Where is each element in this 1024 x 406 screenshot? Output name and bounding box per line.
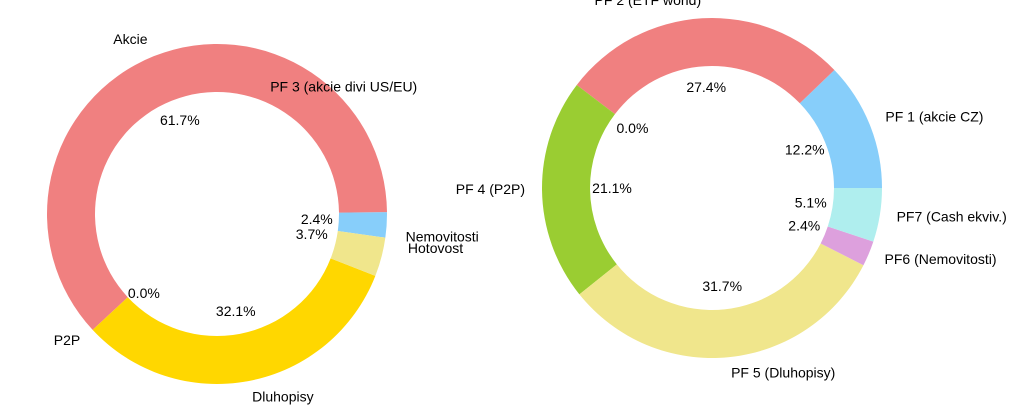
slice-label-pf-2-etf-world-1: PF 2 (ETF world) bbox=[595, 0, 702, 8]
slice-percent-akcie-1: 61.7% bbox=[160, 112, 200, 128]
slice-label-dluhopisy-3: Dluhopisy bbox=[252, 388, 313, 404]
slice-percent-pf-5-dluhopisy-4: 31.7% bbox=[702, 278, 742, 294]
slice-label-pf7-cash-ekviv-6: PF7 (Cash ekviv.) bbox=[897, 209, 1007, 225]
slice-percent-pf-2-etf-world-1: 27.4% bbox=[686, 79, 726, 95]
slice-label-hotovost-4: Hotovost bbox=[408, 240, 463, 256]
slice-label-akcie-1: Akcie bbox=[113, 31, 147, 47]
slice-label-pf-5-dluhopisy-4: PF 5 (Dluhopisy) bbox=[731, 365, 835, 381]
slice-percent-pf6-nemovitosti-5: 2.4% bbox=[788, 217, 820, 233]
slice-pf-2-etf-world-1 bbox=[576, 18, 835, 115]
slice-pf-5-dluhopisy-4 bbox=[579, 243, 864, 358]
donut-chart-asset-classes: Nemovitosti 2.4% Akcie 61.7% P2P 0.0% Dluhopis… bbox=[46, 31, 479, 404]
slice-percent-p2p-2: 0.0% bbox=[128, 285, 160, 301]
slice-hotovost-4 bbox=[330, 230, 386, 276]
slice-percent-pf-3-akcie-divi-us-eu-2: 0.0% bbox=[616, 120, 648, 136]
slice-pf-4-p2p-3 bbox=[542, 84, 617, 295]
slice-label-pf-3-akcie-divi-us-eu-2: PF 3 (akcie divi US/EU) bbox=[270, 78, 417, 94]
slice-pf6-nemovitosti-5 bbox=[820, 226, 874, 266]
donut-chart-portfolios: PF 1 (akcie CZ) 12.2% PF 2 (ETF world) 27.4… bbox=[270, 0, 1007, 381]
slice-label-p2p-2: P2P bbox=[54, 332, 80, 348]
slice-dluhopisy-3 bbox=[92, 258, 376, 384]
slice-percent-hotovost-4: 3.7% bbox=[296, 226, 328, 242]
slice-percent-pf7-cash-ekviv-6: 5.1% bbox=[795, 195, 827, 211]
slice-pf7-cash-ekviv-6 bbox=[827, 188, 882, 242]
slice-percent-pf-4-p2p-3: 21.1% bbox=[592, 180, 632, 196]
slice-label-pf-4-p2p-3: PF 4 (P2P) bbox=[456, 181, 525, 197]
slice-label-pf-1-akcie-cz-0: PF 1 (akcie CZ) bbox=[885, 109, 983, 125]
slice-akcie-1 bbox=[46, 44, 387, 330]
slice-percent-dluhopisy-3: 32.1% bbox=[216, 303, 256, 319]
slice-percent-nemovitosti-0: 2.4% bbox=[301, 211, 333, 227]
slice-nemovitosti-0 bbox=[337, 212, 387, 238]
slice-label-pf6-nemovitosti-5: PF6 (Nemovitosti) bbox=[885, 251, 997, 267]
slice-percent-pf-1-akcie-cz-0: 12.2% bbox=[785, 141, 825, 157]
slice-label-nemovitosti-0: Nemovitosti bbox=[406, 229, 479, 245]
slice-pf-1-akcie-cz-0 bbox=[799, 69, 882, 188]
